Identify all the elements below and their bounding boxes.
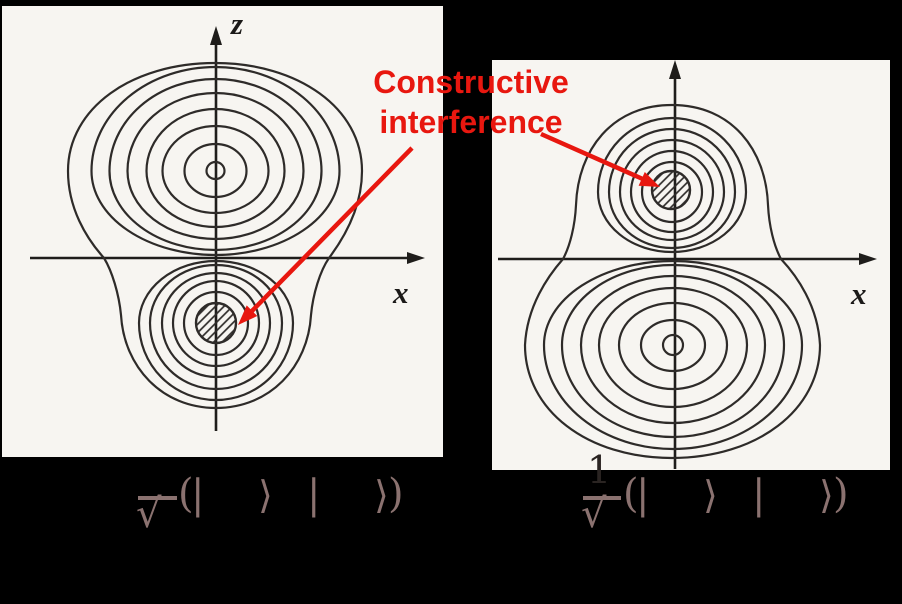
left-big-lobe-ring (90, 65, 341, 257)
left-big-lobe-ring (161, 124, 270, 215)
fraction-bar (138, 496, 177, 500)
formula-glyph: ( (178, 471, 194, 517)
left-big-lobe-ring (145, 107, 286, 229)
right-small-lobe-ring (640, 160, 704, 224)
formula-glyph: | (636, 472, 650, 518)
formula-glyph: 1 (587, 448, 612, 492)
right-x-axis-arrowhead (859, 253, 877, 265)
left-z-axis-label: z (231, 6, 244, 41)
right-z-axis-arrowhead (669, 60, 681, 79)
formula-glyph: √ (581, 491, 607, 537)
left-z-axis-arrowhead (210, 26, 222, 45)
formula-glyph: ( (623, 471, 639, 517)
left-big-lobe-ring (126, 91, 305, 241)
annotation-arrow-left-arrowhead (238, 305, 258, 325)
formula-glyph: | (752, 472, 766, 518)
formula-glyph: ⟩ (703, 473, 718, 517)
formula-glyph: ⟩ (374, 473, 389, 517)
right-big-lobe-ring (661, 333, 685, 357)
right-big-lobe-ring (639, 318, 707, 373)
formula-glyph: | (307, 472, 321, 518)
annotation-arrow-right (540, 131, 646, 183)
annotation-line-1: Constructive (373, 64, 569, 100)
left-x-axis-label: x (393, 275, 409, 310)
right-small-lobe-ring (596, 116, 748, 254)
left-small-lobe-ring (182, 290, 250, 357)
right-big-lobe-ring (560, 263, 786, 439)
left-small-lobe-ring (171, 279, 261, 368)
formula-glyph: ⟩ (258, 473, 273, 517)
right-big-lobe-ring (617, 301, 729, 391)
left-small-lobe-ring (160, 271, 272, 379)
left-constructive-interference-region (194, 301, 238, 345)
formula-glyph: ⟩ (819, 473, 834, 517)
left-contour-panel (2, 6, 443, 457)
right-constructive-interference-region (650, 169, 692, 211)
left-big-lobe-ring (108, 77, 323, 252)
annotation-line-2: interference (379, 104, 563, 140)
right-merged-outer-contour (523, 103, 822, 460)
fraction-bar (583, 496, 621, 500)
right-big-lobe-ring (542, 259, 804, 451)
left-big-lobe-ring (205, 160, 226, 181)
right-small-lobe-ring (607, 127, 737, 250)
right-small-lobe-ring (629, 149, 715, 234)
left-small-lobe-ring (148, 263, 284, 391)
left-big-lobe-ring (183, 142, 248, 199)
formula-glyph: ) (388, 471, 404, 517)
right-x-axis-label: x (851, 276, 867, 311)
left-small-lobe-ring (137, 259, 295, 402)
right-big-lobe-ring (597, 286, 749, 409)
constructive-interference-label: Constructive interference (351, 62, 591, 142)
annotation-arrow-right-arrowhead (638, 172, 660, 187)
left-merged-outer-contour (66, 61, 364, 410)
formula-glyph: ) (833, 471, 849, 517)
formula-glyph: | (191, 472, 205, 518)
left-x-axis-arrowhead (407, 252, 425, 264)
formula-glyph: √ (136, 491, 162, 537)
right-big-lobe-ring (579, 274, 767, 425)
annotation-arrow-left (250, 146, 414, 313)
right-small-lobe-ring (618, 138, 726, 242)
